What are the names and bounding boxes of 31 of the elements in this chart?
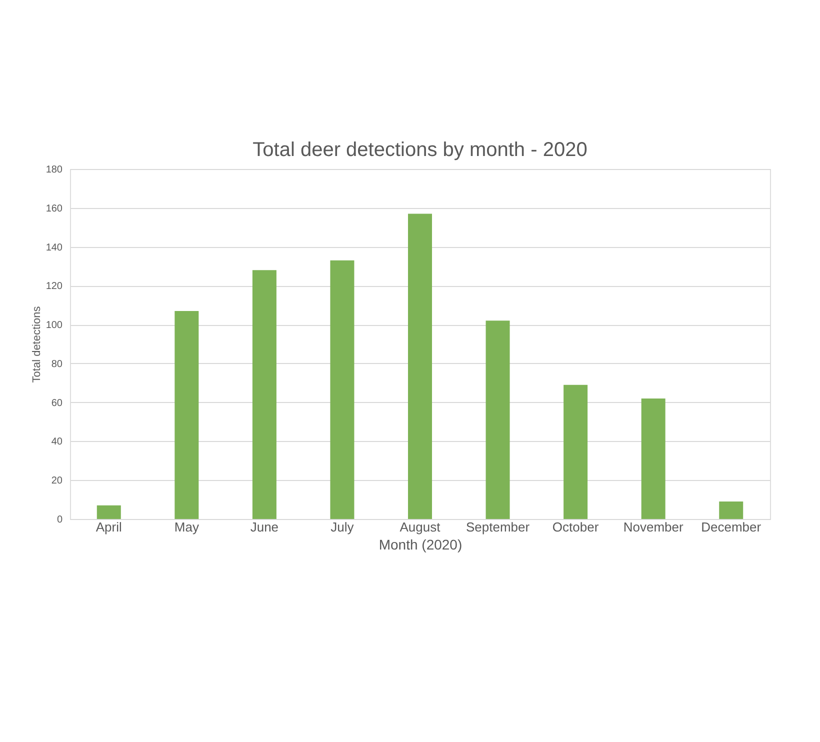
x-tick-label: July <box>330 520 354 534</box>
bar <box>641 398 666 519</box>
x-tick-label: September <box>466 520 530 534</box>
bar <box>330 260 354 519</box>
y-tick-label: 140 <box>46 242 63 254</box>
y-tick-label: 120 <box>46 281 63 292</box>
x-tick-label: May <box>174 520 200 534</box>
y-tick-label: 40 <box>51 436 63 448</box>
bar <box>96 505 121 519</box>
chart-title: Total deer detections by month - 2020 <box>252 139 588 161</box>
bar <box>408 214 432 519</box>
x-axis-title: Month (2020) <box>378 536 462 552</box>
y-tick-label: 80 <box>51 358 63 370</box>
bar <box>252 270 276 519</box>
bar <box>174 310 199 519</box>
x-tick-label: October <box>552 520 600 534</box>
x-tick-label: June <box>250 520 279 534</box>
bar <box>486 320 510 519</box>
y-tick-label: 100 <box>46 320 63 332</box>
y-axis-title: Total detections <box>30 306 43 383</box>
y-tick-label: 160 <box>46 203 63 214</box>
y-tick-label: 180 <box>46 164 63 176</box>
y-tick-label: 20 <box>51 476 63 487</box>
x-tick-label: August <box>400 520 441 534</box>
bar <box>719 502 744 519</box>
y-tick-label: 0 <box>56 514 63 526</box>
bar <box>564 384 588 519</box>
x-tick-label: April <box>96 520 122 534</box>
x-tick-label: November <box>623 520 684 534</box>
y-tick-label: 60 <box>51 398 63 409</box>
x-tick-label: December <box>701 520 762 534</box>
